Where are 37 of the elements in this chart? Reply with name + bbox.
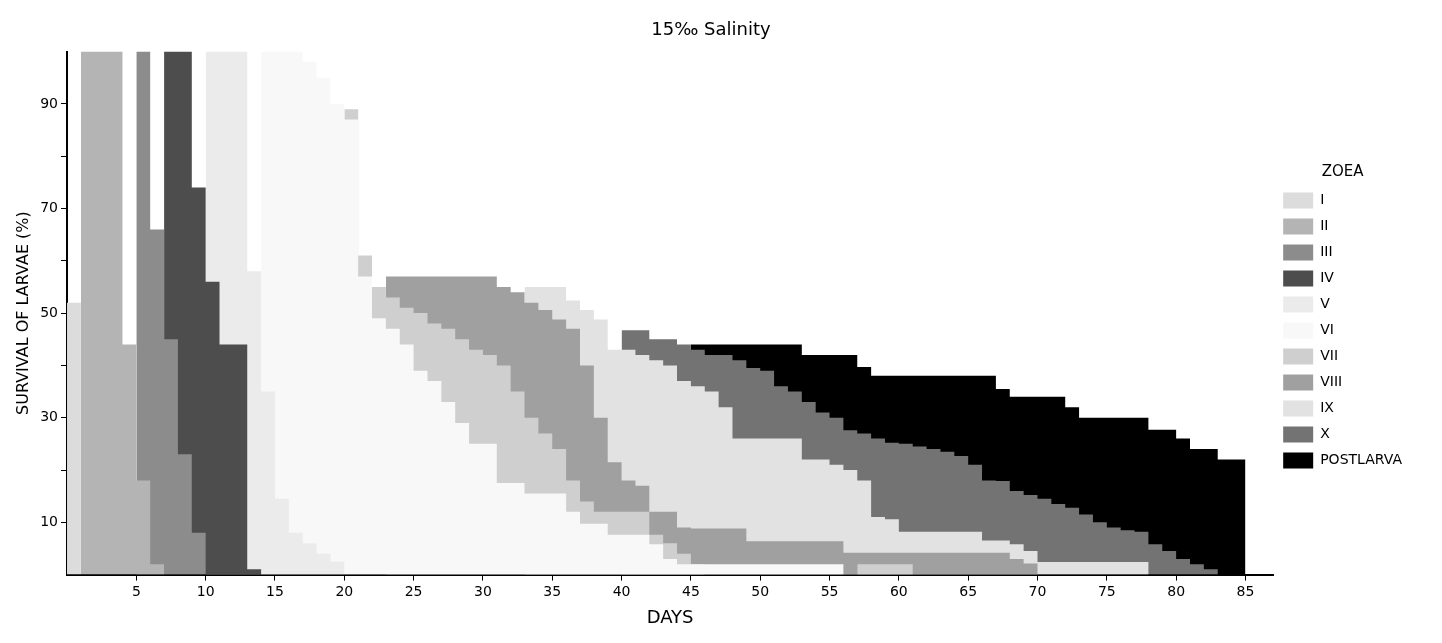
y-tick-label: 50	[40, 303, 59, 320]
legend-label: VI	[1320, 321, 1334, 338]
legend-label: VIII	[1320, 373, 1343, 390]
x-tick-label: 30	[474, 582, 492, 599]
x-tick-label: 75	[1097, 582, 1116, 599]
y-axis-title: SURVIVAL OF LARVAE (%)	[12, 211, 32, 415]
legend-label: POSTLARVA	[1320, 451, 1403, 468]
x-tick-label: 20	[335, 582, 354, 599]
legend-label: II	[1320, 217, 1329, 234]
x-tick-label: 85	[1236, 582, 1255, 599]
x-tick-label: 45	[681, 582, 700, 599]
chart-title: 15‰ Salinity	[651, 18, 772, 40]
y-tick-label: 90	[40, 94, 59, 111]
x-tick-label: 35	[543, 582, 562, 599]
x-tick-label: 70	[1028, 582, 1047, 599]
legend-label: X	[1320, 425, 1331, 442]
legend-title: ZOEA	[1321, 161, 1365, 180]
x-tick-label: 15	[266, 582, 284, 599]
x-axis-title: DAYS	[646, 605, 694, 627]
legend-label: I	[1320, 191, 1325, 208]
x-tick-label: 50	[751, 582, 770, 599]
y-tick-label: 30	[40, 408, 59, 425]
x-tick-label: 55	[820, 582, 839, 599]
legend-label: III	[1320, 243, 1333, 260]
x-tick-label: 65	[959, 582, 978, 599]
legend-label: V	[1320, 295, 1331, 312]
legend-label: VII	[1320, 347, 1339, 364]
x-tick-label: 40	[612, 582, 631, 599]
y-tick-label: 10	[40, 512, 59, 529]
y-tick-label: 70	[40, 199, 59, 216]
x-tick-label: 60	[889, 582, 908, 599]
x-tick-label: 5	[131, 582, 141, 599]
x-tick-label: 10	[196, 582, 215, 599]
legend-label: IV	[1320, 269, 1335, 286]
legend-label: IX	[1320, 399, 1335, 416]
x-tick-label: 25	[404, 582, 423, 599]
x-tick-label: 80	[1167, 582, 1186, 599]
